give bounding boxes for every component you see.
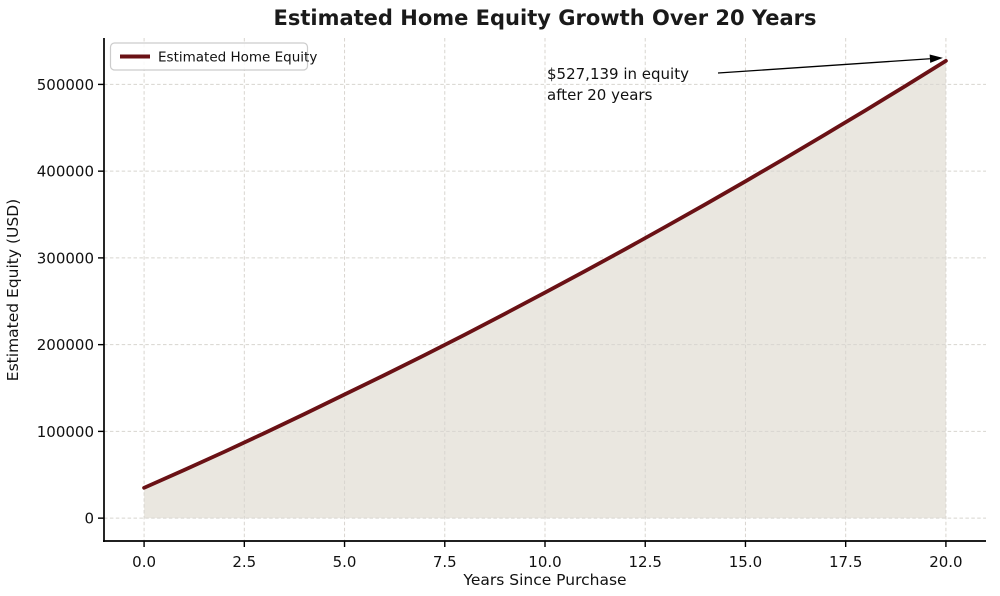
annotation-line-2: after 20 years <box>547 86 653 104</box>
y-tick-label: 0 <box>84 510 94 528</box>
y-tick-label: 100000 <box>37 423 94 441</box>
annotation: $527,139 in equity after 20 years <box>547 65 689 104</box>
y-tick-label: 500000 <box>37 76 94 94</box>
x-tick-label: 17.5 <box>829 553 862 571</box>
x-tick-label: 5.0 <box>333 553 357 571</box>
arrow-head <box>929 54 943 63</box>
x-tick-label: 15.0 <box>729 553 762 571</box>
x-tick-label: 20.0 <box>929 553 962 571</box>
chart-title: Estimated Home Equity Growth Over 20 Yea… <box>273 6 816 30</box>
equity-line <box>142 59 948 490</box>
y-tick-label: 200000 <box>37 336 94 354</box>
x-tick-label: 7.5 <box>433 553 457 571</box>
legend-frame <box>109 42 309 71</box>
x-tick-label: 12.5 <box>629 553 662 571</box>
y-tick-label: 300000 <box>37 249 94 267</box>
annotation-line-1: $527,139 in equity <box>547 65 689 83</box>
axes: 0.0 2.5 5.0 7.5 10.0 12.5 15.0 17.5 20.0 0 100000 2… <box>37 38 986 571</box>
x-tick-label: 10.0 <box>528 553 561 571</box>
y-tick-label: 400000 <box>37 163 94 181</box>
legend: Estimated Home Equity <box>109 42 317 71</box>
arrow-shaft <box>717 58 930 74</box>
equity-line-series <box>142 59 948 490</box>
y-axis-label: Estimated Equity (USD) <box>4 199 22 381</box>
x-axis-label: Years Since Purchase <box>462 571 626 589</box>
legend-label: Estimated Home Equity <box>158 50 317 66</box>
x-tick-label: 0.0 <box>132 553 156 571</box>
x-tick-label: 2.5 <box>232 553 256 571</box>
annotation-arrow <box>717 54 943 74</box>
